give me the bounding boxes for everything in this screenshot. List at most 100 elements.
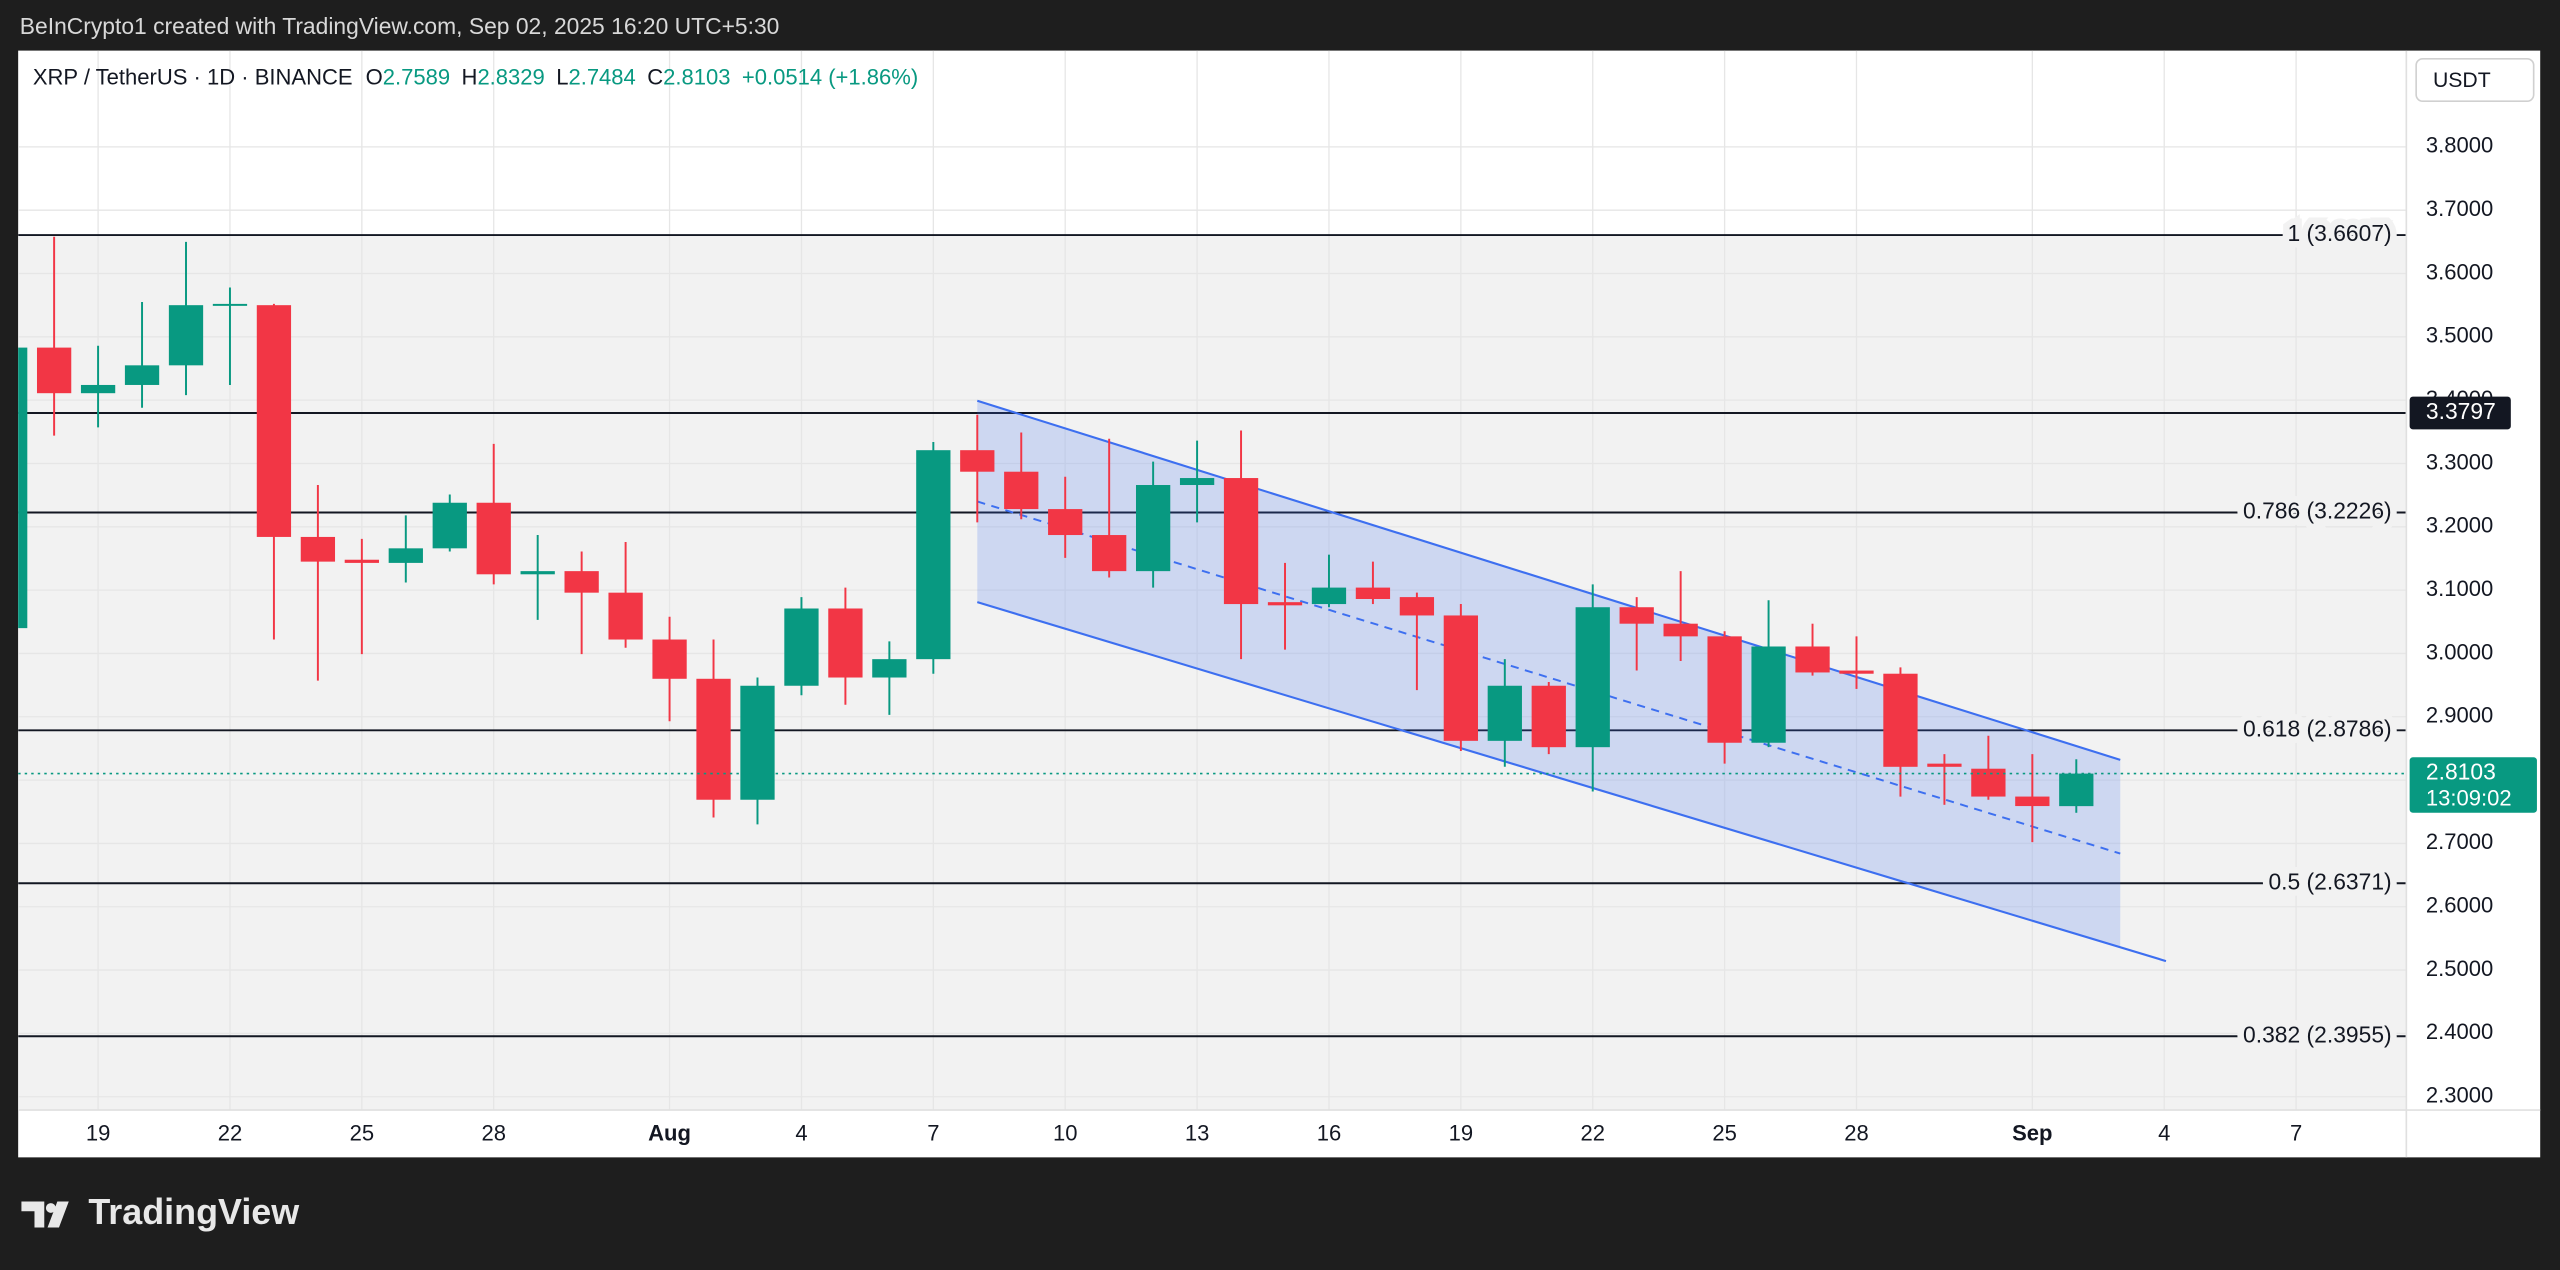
candle-body <box>740 685 775 800</box>
candle-body <box>1795 646 1830 673</box>
y-tick-label: 3.1000 <box>2426 576 2493 601</box>
candle-body <box>1004 471 1039 510</box>
candle-body <box>784 608 819 686</box>
ohlc-letter: L <box>556 64 568 89</box>
candle-body <box>608 592 643 640</box>
y-tick-label: 3.6000 <box>2426 259 2493 284</box>
x-tick-label: 19 <box>1449 1120 1474 1145</box>
candle-body <box>476 502 511 575</box>
y-tick-label: 3.8000 <box>2426 133 2493 158</box>
candle-body <box>80 384 116 394</box>
fib-label: 0.382 (2.3955) <box>2243 1021 2392 1047</box>
candle-body <box>1311 587 1347 605</box>
hline-label: 3.3797 <box>2426 398 2496 424</box>
candle-body <box>1487 685 1522 741</box>
candle-body <box>344 559 379 563</box>
candle-body <box>432 502 467 549</box>
x-tick-label: 13 <box>1185 1120 1210 1145</box>
x-tick-label: 22 <box>218 1120 243 1145</box>
candle-body <box>1927 763 1962 767</box>
symbol-legend: XRP / TetherUS · 1D · BINANCE O2.7589 H2.8… <box>33 64 918 89</box>
brand: TradingView <box>88 1191 299 1232</box>
fib-label: 0.5 (2.6371) <box>2268 868 2391 894</box>
ohlc-value: 2.8329 <box>477 64 544 89</box>
candle-body <box>168 305 204 366</box>
candle-body <box>1531 685 1566 748</box>
candle-body <box>1971 768 2006 797</box>
ohlc-value: 2.7589 <box>383 64 450 89</box>
candle-body <box>1751 646 1786 743</box>
candle-body <box>1707 636 1742 743</box>
x-tick-label: 16 <box>1317 1120 1342 1145</box>
x-tick-label: 25 <box>1712 1120 1737 1145</box>
x-tick-label: 19 <box>86 1120 111 1145</box>
y-tick-label: 3.3000 <box>2426 449 2493 474</box>
fib-label: 0.618 (2.8786) <box>2243 715 2392 741</box>
candle-body <box>18 347 28 629</box>
candle-body <box>36 347 72 394</box>
candle-body <box>2015 796 2050 807</box>
y-tick-label: 3.0000 <box>2426 639 2493 664</box>
candle-body <box>520 571 555 575</box>
candle-body <box>256 305 292 537</box>
candle-body <box>1223 478 1259 605</box>
candle-body <box>1092 535 1127 572</box>
candle-body <box>1663 623 1698 637</box>
plot-area: 1 (3.6607) 0.786 (3.2226) 0.618 (2.8786) 0.… <box>18 50 2407 1111</box>
last-price-label: 2.8103 <box>2426 759 2496 785</box>
fib-label: 1 (3.6607) <box>2288 220 2392 246</box>
y-tick-label: 3.5000 <box>2426 323 2493 348</box>
candle-body <box>696 678 731 800</box>
y-tick-label: 2.5000 <box>2426 956 2493 981</box>
candle-body <box>1399 597 1435 616</box>
candle-body <box>652 639 687 679</box>
candle-body <box>564 571 599 593</box>
x-tick-label: 28 <box>1844 1120 1869 1145</box>
candle-body <box>1839 670 1874 674</box>
candle-body <box>1443 615 1478 741</box>
candle-body <box>1267 602 1303 606</box>
candle-body <box>1355 587 1391 599</box>
candle-body <box>872 659 907 678</box>
ohlc-letter: H <box>462 64 478 89</box>
price-axis: 2.30002.40002.50002.60002.70002.80002.90… <box>2409 133 2537 1108</box>
y-tick-label: 2.4000 <box>2426 1019 2493 1044</box>
x-tick-label: Sep <box>2012 1120 2052 1145</box>
currency-box <box>2415 57 2535 103</box>
candle-body <box>1575 607 1610 748</box>
hline-tag <box>2409 396 2511 430</box>
channel-lower <box>976 601 2167 963</box>
last-price-tag <box>2409 757 2537 813</box>
y-tick-label: 2.9000 <box>2426 703 2493 728</box>
ohlc-letter: O <box>366 64 383 89</box>
candle-body <box>916 450 951 660</box>
ohlc-value: 2.7484 <box>568 64 635 89</box>
candle-body <box>1883 673 1918 767</box>
logo-icon <box>45 1203 56 1213</box>
candle-body <box>124 365 160 385</box>
y-tick-label: 2.7000 <box>2426 829 2493 854</box>
change: +0.0514 (+1.86%) <box>742 64 918 89</box>
x-tick-label: 10 <box>1053 1120 1078 1145</box>
candle-body <box>300 536 336 562</box>
y-tick-label: 2.6000 <box>2426 893 2493 918</box>
ohlc-value: 2.8103 <box>663 64 730 89</box>
x-tick-label: 4 <box>795 1120 807 1145</box>
candle-body <box>1619 607 1654 624</box>
logo-icon <box>21 1201 69 1228</box>
y-tick-label: 3.7000 <box>2426 196 2493 221</box>
x-tick-label: Aug <box>648 1120 691 1145</box>
x-tick-label: 25 <box>350 1120 375 1145</box>
fib-label: 0.786 (3.2226) <box>2243 498 2392 524</box>
y-tick-label: 3.2000 <box>2426 513 2493 538</box>
candle-body <box>388 548 423 563</box>
channel-upper <box>976 399 2121 761</box>
header: BeInCrypto1 created with TradingView.com… <box>20 13 780 39</box>
candle-body <box>828 608 863 678</box>
y-tick-label: 2.3000 <box>2426 1083 2493 1108</box>
x-tick-label: 4 <box>2158 1120 2170 1145</box>
countdown: 13:09:02 <box>2426 786 2512 811</box>
symbol: XRP / TetherUS · 1D · BINANCE <box>33 64 353 89</box>
candle-body <box>1135 485 1171 572</box>
